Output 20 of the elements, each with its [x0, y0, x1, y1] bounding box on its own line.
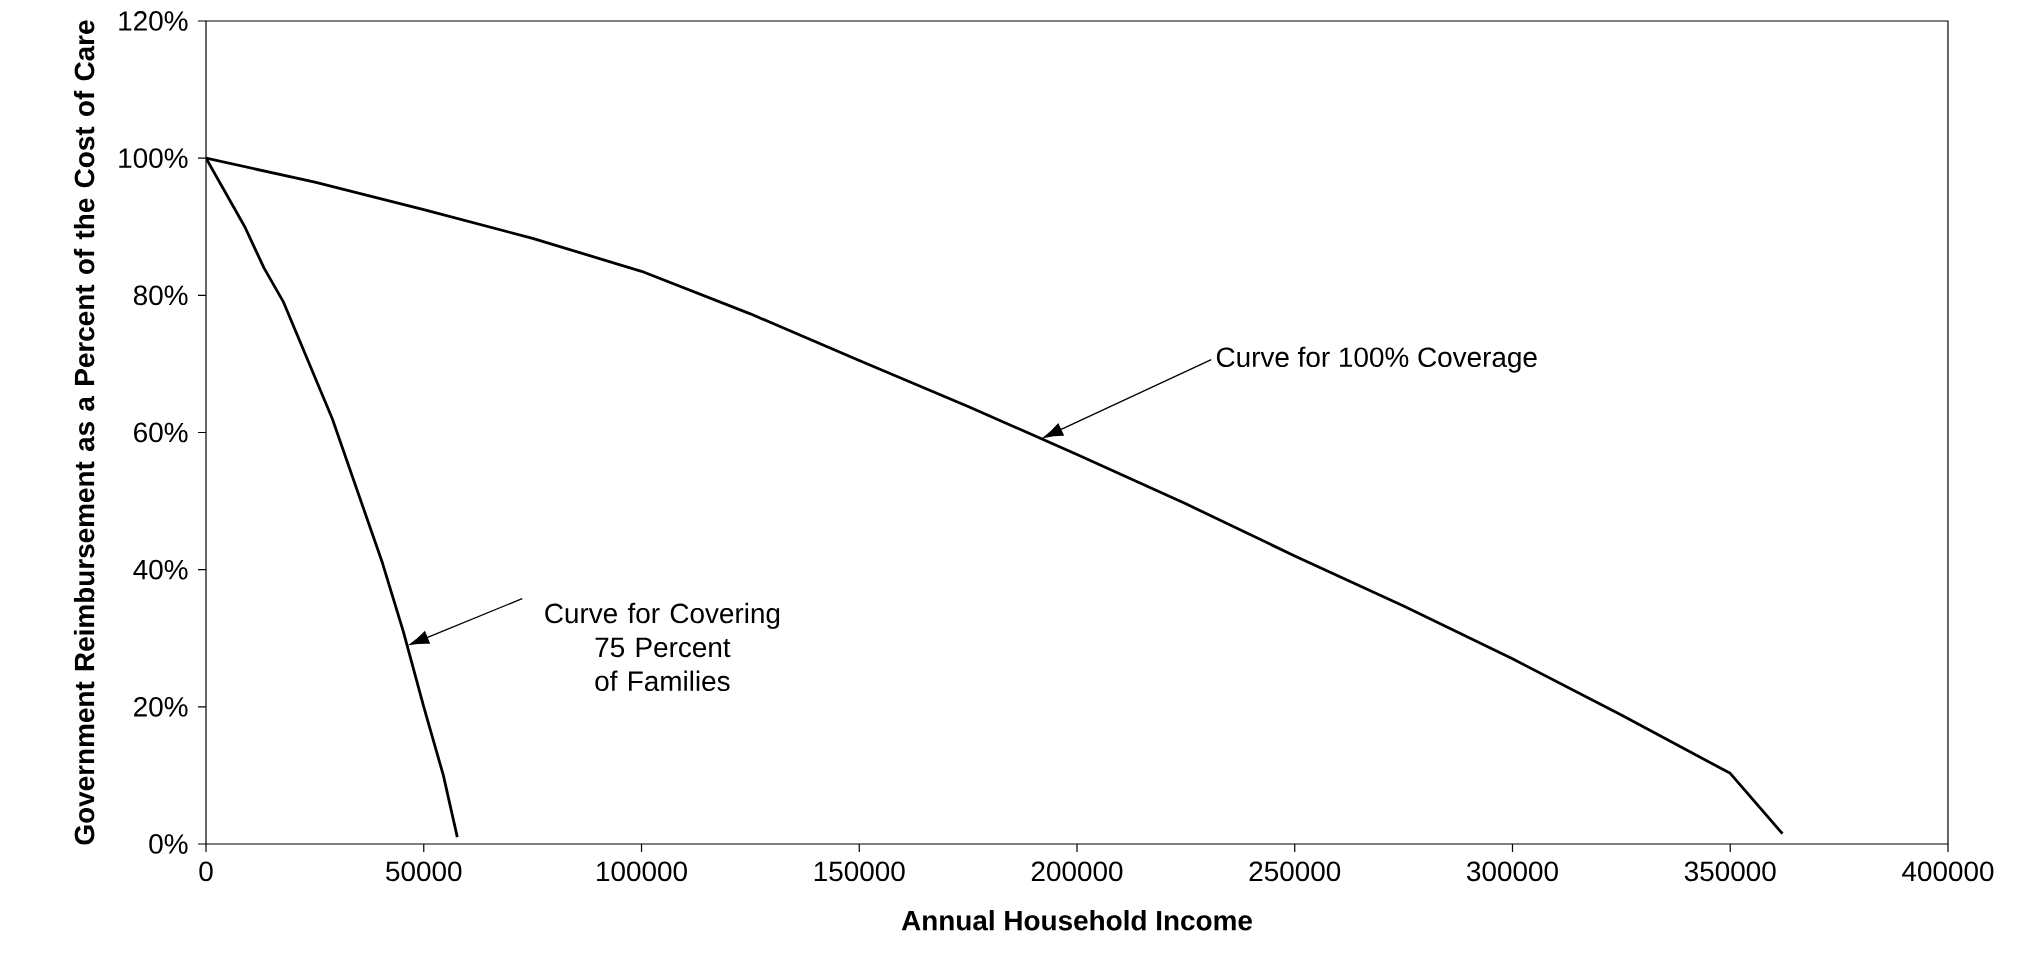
y-tick-label: 120%	[119, 11, 188, 31]
x-tick-label: 0	[199, 861, 213, 882]
x-axis-title: Annual Household Income	[901, 910, 1252, 931]
y-tick-label: 60%	[134, 422, 188, 443]
x-tick-label: 300000	[1467, 861, 1558, 882]
x-tick-label: 100000	[597, 861, 687, 882]
y-axis-title: Government Reimbursement as a Percent of the Cost of Care	[73, 20, 95, 845]
x-tick-label: 200000	[1031, 861, 1123, 882]
x-tick-label: 250000	[1249, 861, 1341, 882]
x-tick-label: 350000	[1684, 861, 1776, 882]
y-tick-label: 20%	[134, 696, 188, 717]
y-tick-label: 80%	[133, 285, 188, 306]
annotation: Curve for 100% Coverage	[1216, 346, 1537, 373]
x-tick-label: 400000	[1902, 861, 1994, 882]
y-tick-label: 0%	[149, 834, 188, 854]
annotation: Curve for Covering 75 Percent of Families	[545, 602, 780, 692]
y-tick-label: 40%	[133, 559, 188, 580]
y-tick-label: 100%	[119, 148, 188, 169]
x-tick-label: 150000	[814, 861, 905, 882]
x-tick-label: 50000	[386, 861, 462, 882]
